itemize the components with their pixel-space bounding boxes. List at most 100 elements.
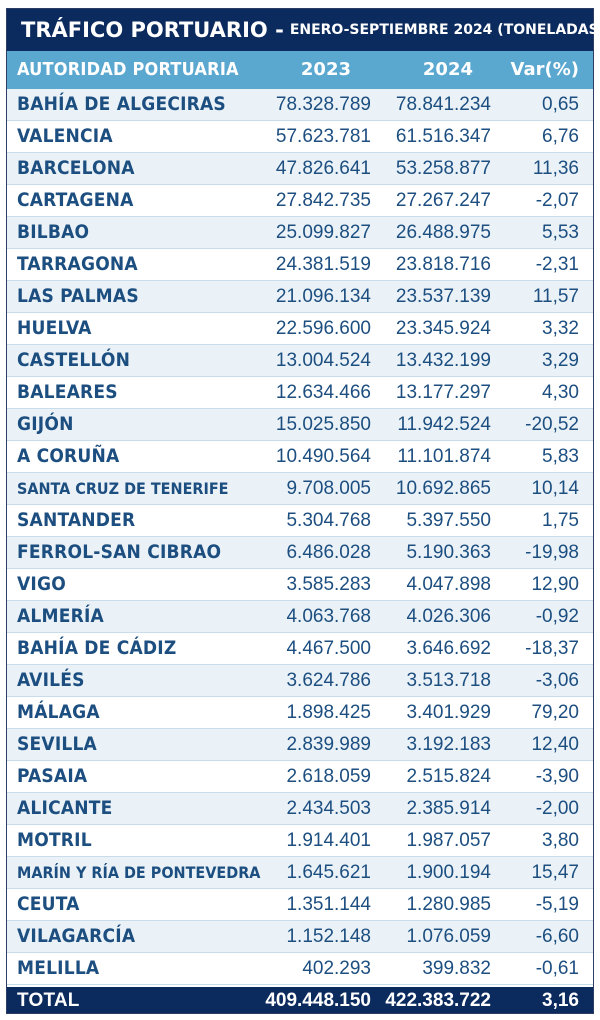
value-2024: 1.987.057 bbox=[406, 830, 491, 851]
table-row: AVILÉS 3.624.786 3.513.718 -3,06 bbox=[7, 665, 593, 697]
value-2024: 23.537.139 bbox=[395, 286, 491, 307]
port-name: VIGO bbox=[17, 573, 66, 595]
value-2024: 23.818.716 bbox=[395, 254, 491, 275]
header-port-authority: AUTORIDAD PORTUARIA bbox=[17, 59, 239, 80]
port-name: CEUTA bbox=[17, 893, 80, 915]
variation: 1,75 bbox=[542, 510, 579, 531]
table-row: A CORUÑA 10.490.564 11.101.874 5,83 bbox=[7, 441, 593, 473]
total-variation: 3,16 bbox=[542, 990, 579, 1011]
table-row: TARRAGONA 24.381.519 23.818.716 -2,31 bbox=[7, 249, 593, 281]
variation: -0,92 bbox=[535, 606, 579, 627]
port-name: MOTRIL bbox=[17, 829, 92, 851]
table-row: SANTANDER 5.304.768 5.397.550 1,75 bbox=[7, 505, 593, 537]
header-variation: Var(%) bbox=[510, 59, 579, 80]
title-bar: TRÁFICO PORTUARIO - ENERO-SEPTIEMBRE 202… bbox=[7, 9, 600, 51]
table-row: MOTRIL 1.914.401 1.987.057 3,80 bbox=[7, 825, 593, 857]
table-row: MELILLA 402.293 399.832 -0,61 bbox=[7, 953, 593, 985]
value-2023: 1.898.425 bbox=[286, 702, 371, 723]
variation: 15,47 bbox=[531, 862, 579, 883]
port-traffic-table: TRÁFICO PORTUARIO - ENERO-SEPTIEMBRE 202… bbox=[6, 8, 600, 1014]
variation: 79,20 bbox=[531, 702, 579, 723]
port-name: VILAGARCÍA bbox=[17, 925, 136, 947]
value-2023: 5.304.768 bbox=[286, 510, 371, 531]
value-2023: 1.914.401 bbox=[286, 830, 371, 851]
table-row: GIJÓN 15.025.850 11.942.524 -20,52 bbox=[7, 409, 593, 441]
port-name: HUELVA bbox=[17, 317, 92, 339]
variation: 5,83 bbox=[542, 446, 579, 467]
port-name: ALICANTE bbox=[17, 797, 113, 819]
total-row: TOTAL 409.448.150 422.383.722 3,16 bbox=[7, 987, 593, 1013]
port-name: FERROL-SAN CIBRAO bbox=[17, 541, 222, 563]
variation: -19,98 bbox=[525, 542, 579, 563]
port-name: BARCELONA bbox=[17, 157, 135, 179]
value-2023: 57.623.781 bbox=[275, 126, 371, 147]
value-2024: 3.646.692 bbox=[406, 638, 491, 659]
total-2023: 409.448.150 bbox=[265, 990, 371, 1011]
port-name: SANTA CRUZ DE TENERIFE bbox=[17, 479, 229, 498]
value-2024: 2.515.824 bbox=[406, 766, 491, 787]
value-2023: 78.328.789 bbox=[275, 94, 371, 115]
variation: 0,65 bbox=[542, 94, 579, 115]
value-2024: 1.076.059 bbox=[406, 926, 491, 947]
header-2023: 2023 bbox=[300, 59, 351, 80]
value-2023: 47.826.641 bbox=[275, 158, 371, 179]
value-2024: 2.385.914 bbox=[406, 798, 491, 819]
value-2024: 13.432.199 bbox=[395, 350, 491, 371]
value-2024: 53.258.877 bbox=[395, 158, 491, 179]
port-name: MARÍN Y RÍA DE PONTEVEDRA bbox=[17, 863, 261, 882]
value-2023: 1.351.144 bbox=[286, 894, 371, 915]
table-row: BAHÍA DE ALGECIRAS 78.328.789 78.841.234 0,… bbox=[7, 89, 593, 121]
port-name: CASTELLÓN bbox=[17, 349, 131, 371]
value-2023: 4.467.500 bbox=[286, 638, 371, 659]
table-row: CARTAGENA 27.842.735 27.267.247 -2,07 bbox=[7, 185, 593, 217]
port-name: GIJÓN bbox=[17, 413, 74, 435]
port-name: ALMERÍA bbox=[17, 605, 104, 627]
variation: 12,90 bbox=[531, 574, 579, 595]
table-row: CEUTA 1.351.144 1.280.985 -5,19 bbox=[7, 889, 593, 921]
table-row: SANTA CRUZ DE TENERIFE 9.708.005 10.692.86… bbox=[7, 473, 593, 505]
value-2024: 399.832 bbox=[422, 958, 491, 979]
variation: 3,32 bbox=[542, 318, 579, 339]
value-2024: 23.345.924 bbox=[395, 318, 491, 339]
value-2023: 21.096.134 bbox=[275, 286, 371, 307]
port-name: MELILLA bbox=[17, 957, 100, 979]
variation: 4,30 bbox=[542, 382, 579, 403]
value-2023: 22.596.600 bbox=[275, 318, 371, 339]
value-2024: 26.488.975 bbox=[395, 222, 491, 243]
table-row: MARÍN Y RÍA DE PONTEVEDRA 1.645.621 1.900.… bbox=[7, 857, 593, 889]
table-row: CASTELLÓN 13.004.524 13.432.199 3,29 bbox=[7, 345, 593, 377]
table-subtitle: ENERO-SEPTIEMBRE 2024 (TONELADAS) bbox=[289, 22, 600, 38]
table-row: MÁLAGA 1.898.425 3.401.929 79,20 bbox=[7, 697, 593, 729]
variation: -5,19 bbox=[535, 894, 579, 915]
port-name: SANTANDER bbox=[17, 509, 136, 531]
variation: 12,40 bbox=[531, 734, 579, 755]
port-name: LAS PALMAS bbox=[17, 285, 139, 307]
table-row: BILBAO 25.099.827 26.488.975 5,53 bbox=[7, 217, 593, 249]
table-row: SEVILLA 2.839.989 3.192.183 12,40 bbox=[7, 729, 593, 761]
variation: 3,80 bbox=[542, 830, 579, 851]
variation: -2,07 bbox=[535, 190, 579, 211]
table-row: BAHÍA DE CÁDIZ 4.467.500 3.646.692 -18,37 bbox=[7, 633, 593, 665]
table-row: BARCELONA 47.826.641 53.258.877 11,36 bbox=[7, 153, 593, 185]
value-2023: 10.490.564 bbox=[275, 446, 371, 467]
value-2024: 61.516.347 bbox=[395, 126, 491, 147]
variation: -3,06 bbox=[535, 670, 579, 691]
header-row: AUTORIDAD PORTUARIA 2023 2024 Var(%) bbox=[7, 51, 593, 89]
value-2024: 1.280.985 bbox=[406, 894, 491, 915]
value-2024: 3.513.718 bbox=[406, 670, 491, 691]
total-2024: 422.383.722 bbox=[385, 990, 491, 1011]
value-2024: 1.900.194 bbox=[406, 862, 491, 883]
value-2023: 3.624.786 bbox=[286, 670, 371, 691]
port-name: PASAIA bbox=[17, 765, 88, 787]
variation: -18,37 bbox=[525, 638, 579, 659]
port-name: BALEARES bbox=[17, 381, 118, 403]
header-2024: 2024 bbox=[422, 59, 473, 80]
variation: 10,14 bbox=[531, 478, 579, 499]
value-2023: 4.063.768 bbox=[286, 606, 371, 627]
port-name: TARRAGONA bbox=[17, 253, 138, 275]
variation: -2,00 bbox=[535, 798, 579, 819]
value-2023: 12.634.466 bbox=[275, 382, 371, 403]
value-2023: 1.645.621 bbox=[286, 862, 371, 883]
value-2024: 27.267.247 bbox=[395, 190, 491, 211]
table-row: LAS PALMAS 21.096.134 23.537.139 11,57 bbox=[7, 281, 593, 313]
